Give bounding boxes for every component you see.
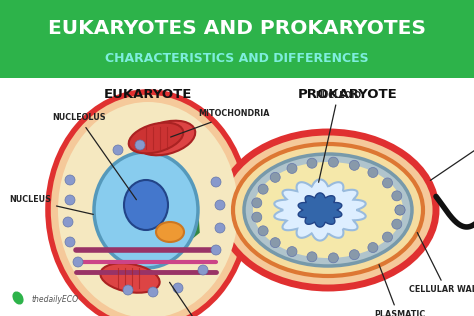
Ellipse shape <box>137 121 195 155</box>
Ellipse shape <box>270 172 280 182</box>
Ellipse shape <box>63 217 73 227</box>
Text: CELLULAR WALL: CELLULAR WALL <box>410 233 474 295</box>
Ellipse shape <box>211 177 221 187</box>
Ellipse shape <box>123 285 133 295</box>
Text: CAPSULE: CAPSULE <box>430 118 474 180</box>
Ellipse shape <box>392 219 402 229</box>
Ellipse shape <box>211 245 221 255</box>
Text: EUKARYOTE: EUKARYOTE <box>104 88 192 100</box>
Ellipse shape <box>307 158 317 168</box>
Text: EUKARYOTES AND PROKARYOTES: EUKARYOTES AND PROKARYOTES <box>48 19 426 38</box>
Ellipse shape <box>233 144 423 276</box>
Ellipse shape <box>48 92 248 316</box>
Ellipse shape <box>65 237 75 247</box>
Text: thedailyECO: thedailyECO <box>32 295 79 305</box>
Ellipse shape <box>215 223 225 233</box>
Ellipse shape <box>368 242 378 252</box>
Ellipse shape <box>383 178 392 188</box>
Ellipse shape <box>148 287 158 297</box>
Ellipse shape <box>258 226 268 236</box>
Ellipse shape <box>113 145 123 155</box>
Ellipse shape <box>392 191 402 201</box>
Text: MITOCHONDRIA: MITOCHONDRIA <box>171 110 270 137</box>
Bar <box>0 0 474 78</box>
Ellipse shape <box>156 222 184 242</box>
Ellipse shape <box>135 140 145 150</box>
Polygon shape <box>98 172 198 252</box>
Ellipse shape <box>253 162 403 258</box>
Ellipse shape <box>129 123 183 153</box>
Ellipse shape <box>65 195 75 205</box>
Ellipse shape <box>124 180 168 230</box>
Ellipse shape <box>287 163 297 173</box>
Polygon shape <box>274 179 365 240</box>
Text: RIBOSOMES: RIBOSOMES <box>170 282 230 316</box>
Ellipse shape <box>258 184 268 194</box>
Text: PLASMATIC
MEMBRANE: PLASMATIC MEMBRANE <box>374 264 426 316</box>
Text: PROKARYOTE: PROKARYOTE <box>298 88 398 100</box>
Ellipse shape <box>383 232 392 242</box>
Ellipse shape <box>244 154 412 266</box>
Ellipse shape <box>395 205 405 215</box>
Ellipse shape <box>307 252 317 262</box>
Ellipse shape <box>220 132 436 288</box>
Ellipse shape <box>349 250 359 260</box>
Ellipse shape <box>65 175 75 185</box>
Ellipse shape <box>270 238 280 248</box>
Ellipse shape <box>395 205 405 215</box>
Text: NUCLEUS: NUCLEUS <box>9 196 93 214</box>
Ellipse shape <box>94 152 198 268</box>
Ellipse shape <box>252 212 262 222</box>
Ellipse shape <box>12 291 24 305</box>
Ellipse shape <box>252 198 262 208</box>
Ellipse shape <box>198 265 208 275</box>
Ellipse shape <box>349 160 359 170</box>
Ellipse shape <box>58 102 238 316</box>
Ellipse shape <box>368 167 378 178</box>
Ellipse shape <box>287 246 297 257</box>
Polygon shape <box>298 193 342 227</box>
Text: NUCLEOID: NUCLEOID <box>315 90 361 182</box>
Text: CHARACTERISTICS AND DIFFERENCES: CHARACTERISTICS AND DIFFERENCES <box>105 52 369 64</box>
Ellipse shape <box>328 253 338 263</box>
Ellipse shape <box>73 257 83 267</box>
Text: NUCLEOLUS: NUCLEOLUS <box>52 113 137 200</box>
Ellipse shape <box>328 157 338 167</box>
Ellipse shape <box>173 283 183 293</box>
Ellipse shape <box>215 200 225 210</box>
Ellipse shape <box>100 263 160 293</box>
